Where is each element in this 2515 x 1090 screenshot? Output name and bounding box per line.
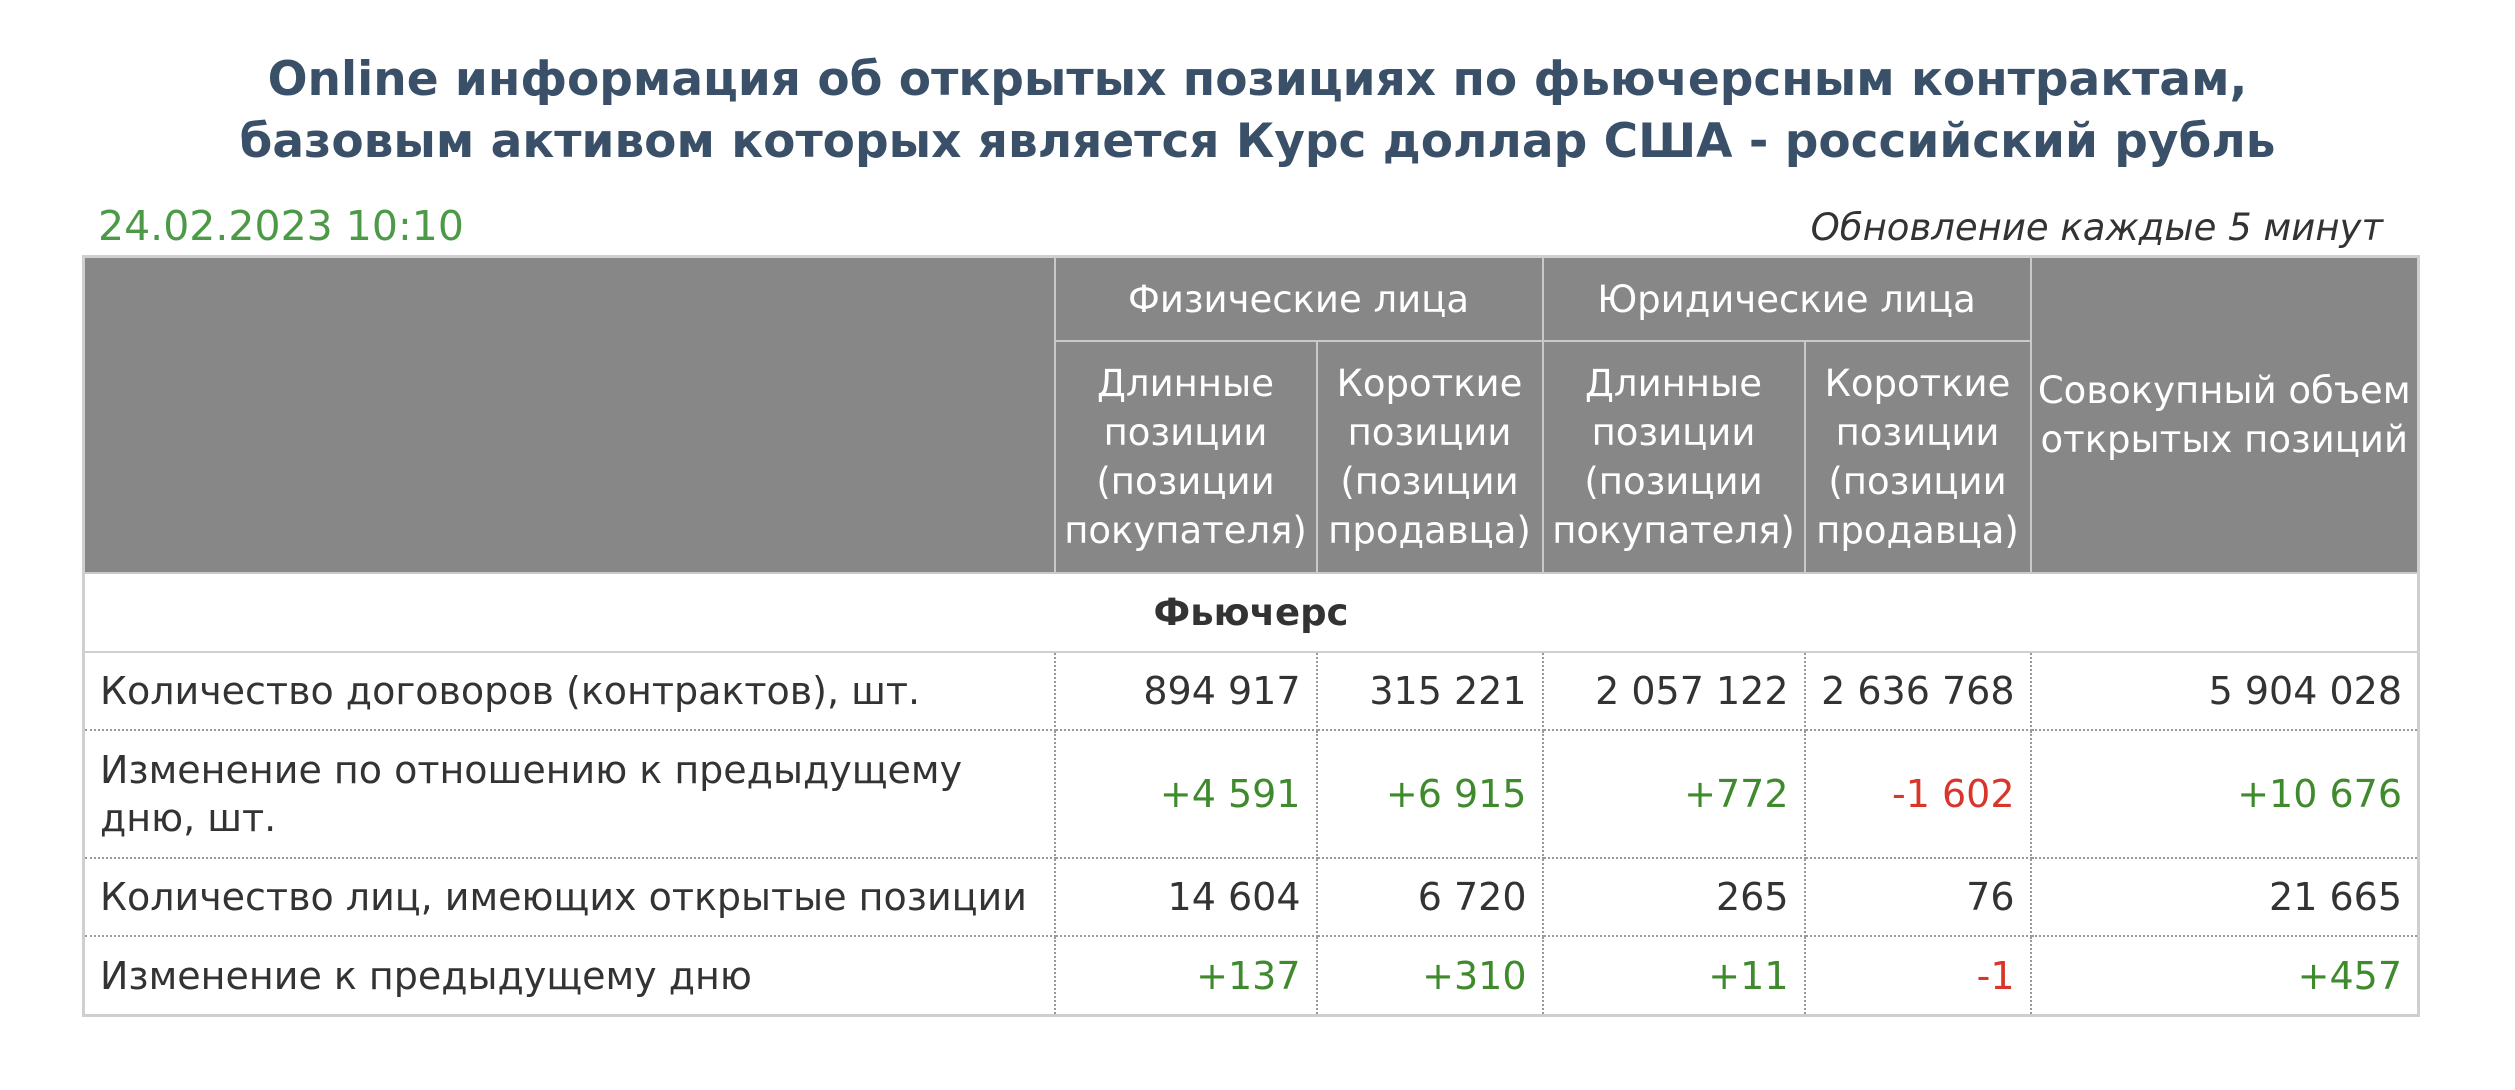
- value-individuals-short: +310: [1315, 935, 1544, 1017]
- section-row: Фьючерс: [83, 572, 2419, 653]
- value-legal-long: 265: [1541, 857, 1806, 937]
- value-total: +457: [2029, 935, 2420, 1017]
- value-legal-long: +772: [1541, 729, 1806, 859]
- header-individuals-long: Длинные позиции (позиции покупателя): [1053, 340, 1318, 574]
- row-label: Количество лиц, имеющих открытые позиции: [82, 857, 1056, 937]
- value-legal-short: -1: [1803, 935, 2032, 1017]
- page-title: Online информация об открытых позициях п…: [0, 49, 2515, 173]
- table-row-holders: Количество лиц, имеющих открытые позиции…: [82, 857, 2420, 937]
- value-individuals-long: +4 591: [1053, 729, 1318, 859]
- value-legal-long: 2 057 122: [1541, 651, 1806, 731]
- header-legal-long: Длинные позиции (позиции покупателя): [1541, 340, 1806, 574]
- value-individuals-long: 894 917: [1053, 651, 1318, 731]
- value-individuals-short: 315 221: [1315, 651, 1544, 731]
- value-total: +10 676: [2029, 729, 2420, 859]
- table-row-holders-change: Изменение к предыдущему дню +137 +310 +1…: [82, 935, 2420, 1017]
- row-label: Изменение по отношению к предыдущему дню…: [82, 729, 1056, 859]
- header-total-open-interest: Совокупный объем открытых позиций: [2029, 255, 2420, 574]
- value-individuals-long: +137: [1053, 935, 1318, 1017]
- row-label: Количество договоров (контрактов), шт.: [82, 651, 1056, 731]
- header-legal-short: Короткие позиции (позиции продавца): [1803, 340, 2032, 574]
- table-row-contracts-change: Изменение по отношению к предыдущему дню…: [82, 729, 2420, 859]
- value-legal-long: +11: [1541, 935, 1806, 1017]
- page-title-line-2: базовым активом которых является Курс до…: [239, 114, 2276, 170]
- value-total: 21 665: [2029, 857, 2420, 937]
- update-frequency-note: Обновление каждые 5 минут: [1810, 206, 2383, 249]
- value-legal-short: 76: [1803, 857, 2032, 937]
- header-individuals: Физические лица: [1053, 255, 1544, 342]
- value-individuals-long: 14 604: [1053, 857, 1318, 937]
- header-individuals-short: Короткие позиции (позиции продавца): [1315, 340, 1544, 574]
- header-legal-entities: Юридические лица: [1541, 255, 2032, 342]
- timestamp: 24.02.2023 10:10: [98, 202, 464, 250]
- value-individuals-short: 6 720: [1315, 857, 1544, 937]
- value-total: 5 904 028: [2029, 651, 2420, 731]
- header-blank-cell: [82, 255, 1056, 574]
- page-title-line-1: Online информация об открытых позициях п…: [267, 52, 2248, 108]
- value-individuals-short: +6 915: [1315, 729, 1544, 859]
- value-legal-short: -1 602: [1803, 729, 2032, 859]
- row-label: Изменение к предыдущему дню: [82, 935, 1056, 1017]
- section-label-futures: Фьючерс: [83, 572, 2419, 653]
- value-legal-short: 2 636 768: [1803, 651, 2032, 731]
- open-interest-table: Физические лица Юридические лица Совокуп…: [82, 255, 2421, 1017]
- table-row-contracts: Количество договоров (контрактов), шт. 8…: [82, 651, 2420, 731]
